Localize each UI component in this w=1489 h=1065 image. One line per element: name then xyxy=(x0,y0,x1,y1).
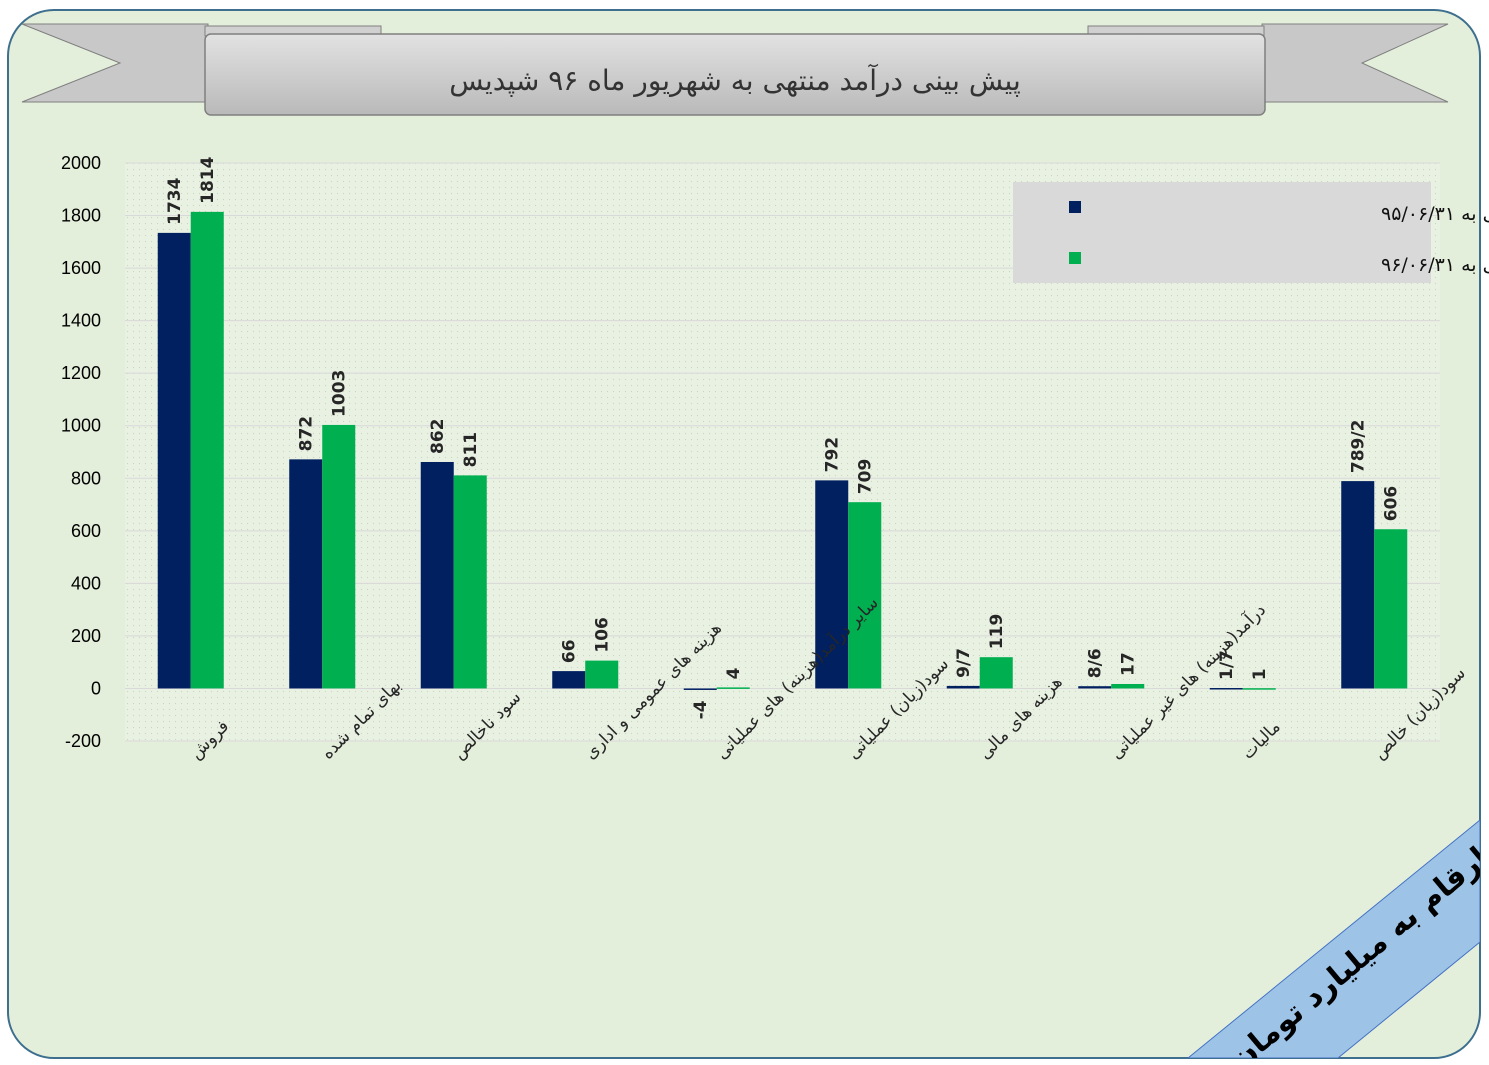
bar-series-1 xyxy=(815,480,849,689)
data-label-series-1: 792 xyxy=(823,437,843,473)
data-label-series-2: 17 xyxy=(1119,652,1139,676)
legend-swatch-series-2 xyxy=(1069,252,1081,264)
bar-series-1 xyxy=(289,459,323,689)
bar-series-1 xyxy=(946,685,980,689)
data-label-series-1: 872 xyxy=(297,416,317,452)
y-tick-label: 1800 xyxy=(61,206,101,226)
legend: پیش بینی منتهی به ۹۵/۰۶/۳۱ پیش بینی منته… xyxy=(1013,182,1489,283)
bar-series-1 xyxy=(1078,686,1112,689)
y-tick-label: 1600 xyxy=(61,258,101,278)
y-tick-label: 800 xyxy=(71,468,101,488)
data-label-series-1: 66 xyxy=(560,639,580,663)
data-label-series-1: 8/6 xyxy=(1086,648,1106,678)
bar-series-1 xyxy=(552,671,586,689)
bar-series-1 xyxy=(420,461,454,689)
data-label-series-1: 9/7 xyxy=(954,648,974,678)
bar-series-2 xyxy=(322,424,356,689)
data-label-series-2: 709 xyxy=(856,459,876,495)
y-tick-label: -200 xyxy=(65,731,101,751)
legend-swatch-series-1 xyxy=(1069,201,1081,213)
data-label-series-1: 862 xyxy=(428,418,448,454)
bar-series-2 xyxy=(1111,683,1145,689)
legend-label-series-1: پیش بینی منتهی به ۹۵/۰۶/۳۱ xyxy=(1381,203,1489,225)
data-label-series-2: 811 xyxy=(461,432,481,468)
y-tick-label: 1000 xyxy=(61,416,101,436)
data-label-series-2: 1814 xyxy=(198,156,218,203)
bar-series-1 xyxy=(1209,688,1243,690)
y-tick-label: 0 xyxy=(91,678,101,698)
bar-series-1 xyxy=(1341,481,1375,689)
data-label-series-1: 1/7 xyxy=(1217,650,1237,680)
y-tick-label: 400 xyxy=(71,573,101,593)
data-label-series-1: 1734 xyxy=(165,177,185,224)
bar-series-2 xyxy=(190,211,224,689)
legend-label-series-2: پیش بینی منتهی به ۹۶/۰۶/۳۱ xyxy=(1381,254,1489,276)
data-label-series-2: 1003 xyxy=(330,370,350,417)
banner-left-tail xyxy=(21,23,209,103)
bars xyxy=(157,211,1408,690)
title-banner: پیش بینی درآمد منتهی به شهریور ماه ۹۶ شپ… xyxy=(21,23,1449,116)
bar-series-1 xyxy=(683,688,717,690)
bar-series-2 xyxy=(979,657,1013,689)
y-tick-label: 1200 xyxy=(61,363,101,383)
data-label-series-2: 106 xyxy=(593,617,613,653)
y-axis-ticks: 2000180016001400120010008006004002000-20… xyxy=(61,153,101,751)
bar-series-2 xyxy=(1242,688,1276,690)
data-label-series-2: 4 xyxy=(724,667,744,679)
data-label-series-1: 789/2 xyxy=(1349,420,1369,474)
y-tick-label: 1400 xyxy=(61,311,101,331)
bar-series-2 xyxy=(585,660,619,689)
y-tick-label: 600 xyxy=(71,521,101,541)
y-tick-label: 200 xyxy=(71,626,101,646)
bar-series-2 xyxy=(848,502,882,689)
legend-box xyxy=(1013,182,1431,283)
data-label-series-1: -4 xyxy=(691,700,711,719)
data-label-series-2: 1 xyxy=(1250,668,1270,680)
bar-series-2 xyxy=(1374,529,1408,689)
y-tick-label: 2000 xyxy=(61,153,101,173)
data-label-series-2: 119 xyxy=(987,614,1007,650)
bar-series-2 xyxy=(716,687,750,689)
bar-series-1 xyxy=(157,232,191,689)
units-ribbon-band xyxy=(1186,818,1480,1058)
bar-series-2 xyxy=(453,475,487,689)
banner-main xyxy=(204,33,1266,116)
chart-title: پیش بینی درآمد منتهی به شهریور ماه ۹۶ شپ… xyxy=(449,64,1021,97)
data-label-series-2: 606 xyxy=(1382,486,1402,522)
